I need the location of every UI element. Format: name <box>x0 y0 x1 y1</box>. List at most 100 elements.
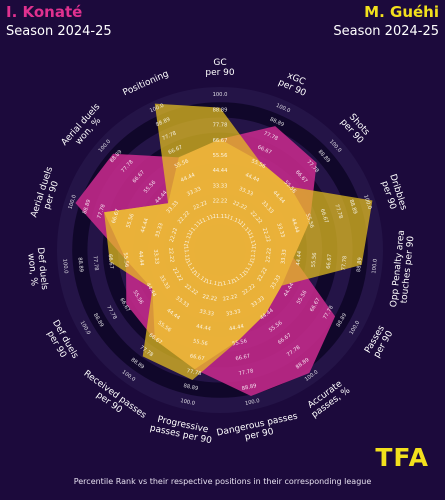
ring-tick-label: 77.78 <box>91 255 99 270</box>
ring-tick-label: 66.67 <box>235 353 251 362</box>
ring-tick-label: 55.56 <box>125 213 135 229</box>
ring-tick-label: 100.0 <box>68 194 78 210</box>
ring-tick-label: 22.22 <box>192 200 208 212</box>
ring-tick-label: 77.78 <box>213 123 228 129</box>
ring-tick-label: 55.56 <box>311 252 319 267</box>
ring-tick-label: 66.67 <box>107 254 115 269</box>
ring-tick-label: 22.22 <box>265 247 273 262</box>
ring-tick-label: 100.0 <box>371 259 379 274</box>
ring-tick-label: 88.89 <box>269 117 285 129</box>
ring-tick-label: 100.0 <box>362 194 372 210</box>
ring-tick-label: 77.78 <box>186 368 202 377</box>
ring-tick-label: 33.33 <box>226 309 242 318</box>
ring-tick-label: 55.56 <box>122 252 130 267</box>
ring-tick-label: 44.44 <box>180 172 197 184</box>
ring-tick-label: 33.33 <box>213 183 228 189</box>
ring-tick-label: 88.89 <box>348 199 358 215</box>
ring-tick-label: 33.33 <box>238 186 254 198</box>
axis-label: Progressivepasses per 90 <box>149 414 215 447</box>
ring-tick-label: 100.0 <box>149 103 165 115</box>
ring-tick-label: 88.89 <box>183 383 199 392</box>
ring-tick-label: 88.89 <box>356 257 364 272</box>
ring-tick-label: 44.44 <box>229 323 245 332</box>
ring-tick-label: 11.11 <box>182 246 190 261</box>
ring-tick-label: 11.11 <box>219 279 235 288</box>
ring-tick-label: 100.0 <box>245 398 261 407</box>
ring-tick-label: 77.78 <box>161 131 177 143</box>
ring-tick-label: 11.11 <box>199 214 215 226</box>
ring-tick-label: 22.22 <box>232 200 248 212</box>
axis-label: Positioning <box>122 69 171 98</box>
axis-label: Passesper 90 <box>363 324 396 360</box>
axis-label: Dribblesper 90 <box>378 173 409 215</box>
ring-tick-label: 11.11 <box>183 232 193 248</box>
ring-tick-label: 22.22 <box>261 227 271 243</box>
ring-tick-label: 44.44 <box>140 217 151 234</box>
ring-tick-label: 11.11 <box>225 214 241 226</box>
ring-tick-label: 77.78 <box>263 131 279 143</box>
ring-tick-label: 66.67 <box>326 254 334 269</box>
ring-tick-label: 66.67 <box>256 144 272 156</box>
left-player-name: I. Konaté <box>6 3 83 21</box>
ring-tick-label: 66.67 <box>319 208 329 224</box>
ring-tick-label: 44.44 <box>290 218 301 235</box>
ring-tick-label: 33.33 <box>280 249 288 264</box>
ring-tick-label: 55.56 <box>213 153 228 159</box>
axis-label: Aerial duelsper 90 <box>29 165 64 222</box>
ring-tick-label: 33.33 <box>152 249 160 264</box>
ring-tick-label: 55.56 <box>250 158 266 170</box>
series-overlap <box>104 139 310 370</box>
axis-label: Def duelsper 90 <box>41 319 80 366</box>
ring-tick-label: 88.89 <box>241 383 257 392</box>
ring-tick-label: 88.89 <box>155 117 171 129</box>
ring-tick-label: 22.22 <box>213 199 228 205</box>
axis-label: xGCper 90 <box>277 69 312 99</box>
ring-tick-label: 33.33 <box>154 222 164 238</box>
ring-tick-label: 100.0 <box>213 92 228 98</box>
ring-tick-label: 11.11 <box>205 279 221 288</box>
ring-tick-label: 44.44 <box>244 172 261 184</box>
ring-tick-label: 11.11 <box>246 232 256 248</box>
tfa-logo: TFA <box>375 443 429 472</box>
ring-tick-label: 22.22 <box>169 227 179 243</box>
axis-label: Opp Penalty areatouches per 90 <box>389 230 417 309</box>
right-player-season: Season 2024-25 <box>333 24 439 39</box>
right-player-name: M. Guéhi <box>364 3 439 21</box>
ring-tick-label: 55.56 <box>192 338 208 347</box>
ring-tick-label: 44.44 <box>213 168 229 174</box>
ring-tick-label: 33.33 <box>275 222 285 238</box>
ring-tick-label: 55.56 <box>174 158 190 170</box>
ring-tick-label: 11.11 <box>213 214 228 220</box>
ring-tick-label: 22.22 <box>202 294 218 303</box>
ring-tick-label: 100.0 <box>180 398 196 407</box>
ring-tick-label: 11.11 <box>250 246 258 261</box>
axis-label: GC per 90 <box>205 58 235 78</box>
ring-tick-label: 44.44 <box>137 251 145 267</box>
ring-tick-label: 55.56 <box>304 213 314 229</box>
ring-tick-label: 33.33 <box>186 186 202 198</box>
left-player-season: Season 2024-25 <box>6 24 112 39</box>
axis-label: Shotsper 90 <box>338 111 373 146</box>
ring-tick-label: 22.22 <box>167 247 175 262</box>
footer-note: Percentile Rank vs their respective posi… <box>73 477 372 486</box>
ring-tick-label: 88.89 <box>213 107 228 113</box>
ring-tick-label: 77.78 <box>97 204 107 220</box>
ring-tick-label: 44.44 <box>296 250 304 266</box>
ring-tick-label: 100.0 <box>61 259 69 274</box>
ring-tick-label: 66.67 <box>168 144 184 156</box>
ring-tick-label: 88.89 <box>76 257 84 272</box>
axis-label: Def duelswon, % <box>25 247 49 292</box>
ring-tick-label: 100.0 <box>275 103 291 115</box>
ring-tick-label: 88.89 <box>82 199 92 215</box>
ring-tick-label: 77.78 <box>341 255 349 270</box>
axis-label: Dangerous passesper 90 <box>216 412 301 449</box>
ring-tick-label: 77.78 <box>238 368 254 377</box>
ring-tick-label: 55.56 <box>232 338 248 347</box>
ring-tick-label: 33.33 <box>199 309 215 318</box>
ring-tick-label: 66.67 <box>111 208 121 224</box>
ring-tick-label: 66.67 <box>213 138 228 144</box>
ring-tick-label: 77.78 <box>333 204 343 220</box>
ring-tick-label: 22.22 <box>222 294 238 303</box>
ring-tick-label: 66.67 <box>189 353 205 362</box>
